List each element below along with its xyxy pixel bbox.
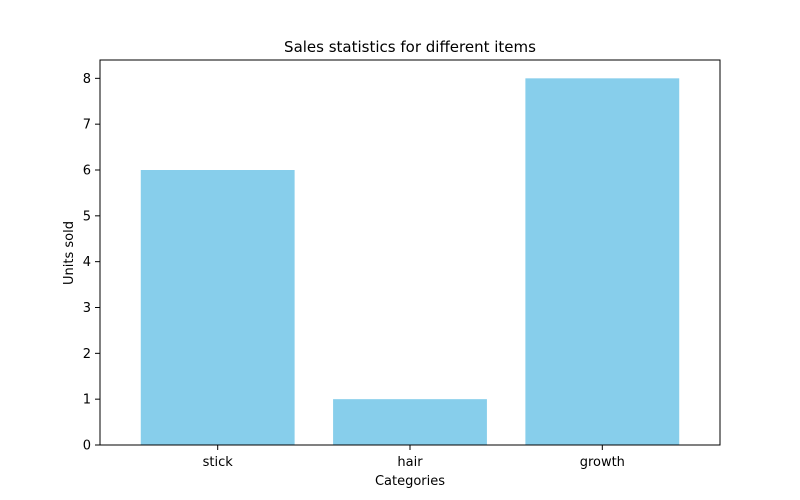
y-tick-label: 6 [83,164,91,179]
y-tick-label: 3 [83,301,91,316]
y-tick-label: 2 [83,347,91,362]
y-tick-label: 8 [83,72,91,87]
bars-group [140,78,680,445]
x-tick-label: hair [397,455,423,470]
x-ticks: stick hair growth [203,445,625,470]
x-tick-label: stick [203,455,234,470]
bar-hair [333,399,487,445]
x-axis-label: Categories [375,474,445,489]
x-tick-label: growth [580,455,625,470]
bar-growth [525,78,680,445]
y-tick-label: 4 [83,255,91,270]
plot-frame [99,59,721,446]
chart-title: Sales statistics for different items [284,38,536,56]
y-ticks: 0 1 2 3 4 5 6 7 8 [83,72,100,454]
y-tick-label: 1 [83,393,91,408]
y-tick-label: 7 [83,118,91,133]
bar-stick [140,170,295,445]
y-axis-label: Units sold [62,221,77,285]
y-tick-label: 0 [83,439,91,454]
y-tick-label: 5 [83,209,91,224]
